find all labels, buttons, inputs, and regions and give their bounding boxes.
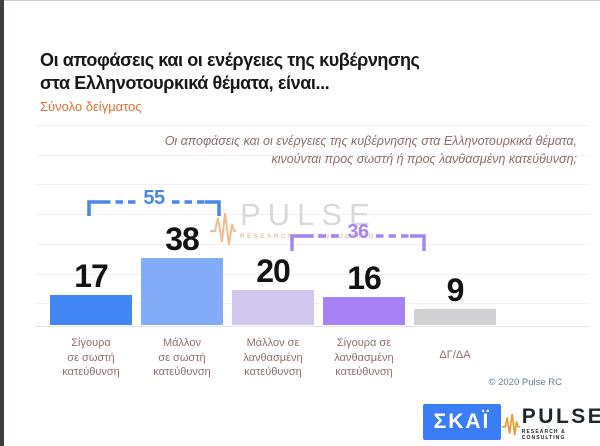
top-edge-line bbox=[0, 0, 600, 1]
bar-category-label: ΔΓ/ΔΑ bbox=[439, 349, 471, 361]
bracket-36-label: 36 bbox=[347, 221, 369, 243]
slide-title-line2: στα Ελληνοτουρκικά θέματα, είναι... bbox=[40, 73, 330, 93]
bracket-36-shape bbox=[290, 234, 426, 251]
survey-question-line1: Οι αποφάσεις και οι ενέργειες της κυβέρν… bbox=[164, 134, 577, 148]
gridline bbox=[36, 214, 590, 216]
pulse-logo-tag-row: RESEARCH & CONSULTING bbox=[522, 429, 600, 441]
bar-2 bbox=[232, 290, 314, 325]
copyright-note: © 2020 Pulse RC bbox=[488, 377, 562, 388]
bar-1 bbox=[141, 258, 223, 325]
slide-title-line1: Οι αποφάσεις και οι ενέργειες της κυβέρν… bbox=[40, 50, 420, 70]
gridline bbox=[36, 243, 590, 245]
heartbeat-icon bbox=[210, 212, 236, 246]
pulse-logo-tagline: RESEARCH & CONSULTING bbox=[521, 429, 566, 441]
survey-question: Οι αποφάσεις και οι ενέργειες της κυβέρν… bbox=[165, 133, 577, 168]
gridline bbox=[36, 125, 590, 126]
bar-0 bbox=[50, 295, 132, 325]
gridline bbox=[36, 273, 590, 275]
bracket-55: 55 bbox=[87, 187, 221, 217]
bar-value-label: 38 bbox=[165, 221, 200, 257]
bar-value-label: 17 bbox=[74, 258, 109, 294]
bar-3 bbox=[323, 297, 405, 325]
bar-category-label: Σίγουρα σε σωστή κατεύθυνση bbox=[62, 337, 120, 378]
sample-subtitle: Σύνολο δείγματος bbox=[40, 99, 142, 114]
bar-value-label: 9 bbox=[446, 272, 465, 308]
bracket-36: 36 bbox=[290, 221, 426, 252]
bar-value-label: 16 bbox=[347, 260, 382, 296]
heartbeat-icon bbox=[502, 413, 520, 436]
x-axis-line bbox=[36, 326, 590, 327]
pulse-logo: PULSE RESEARCH & CONSULTING bbox=[502, 406, 600, 441]
gridline bbox=[36, 184, 590, 186]
survey-question-line2: κινούνται προς σωστή ή προς λανθασμένη κ… bbox=[271, 151, 577, 166]
bar-category-label: Μάλλον σε λανθασμένη κατεύθυνση bbox=[243, 337, 303, 378]
bar-category-label: Σίγουρα σε λανθασμένη κατεύθυνση bbox=[334, 337, 394, 378]
pulse-watermark-brand: PULSE bbox=[240, 197, 377, 232]
bracket-55-shape bbox=[87, 200, 221, 216]
bracket-55-label: 55 bbox=[143, 187, 165, 209]
pulse-logo-text: PULSE RESEARCH & CONSULTING bbox=[522, 406, 600, 441]
bar-value-label: 20 bbox=[256, 253, 291, 289]
bar-4 bbox=[414, 309, 496, 325]
skai-logo-text: ΣΚΑΪ bbox=[433, 410, 491, 433]
left-edge-strip bbox=[0, 0, 4, 446]
gridline bbox=[36, 154, 590, 156]
slide-title: Οι αποφάσεις και οι ενέργειες της κυβέρν… bbox=[40, 49, 470, 95]
skai-logo: ΣΚΑΪ bbox=[423, 404, 501, 440]
bar-category-label: Μάλλον σε σωστή κατεύθυνση bbox=[153, 337, 211, 378]
pulse-logo-brand: PULSE bbox=[521, 405, 600, 428]
